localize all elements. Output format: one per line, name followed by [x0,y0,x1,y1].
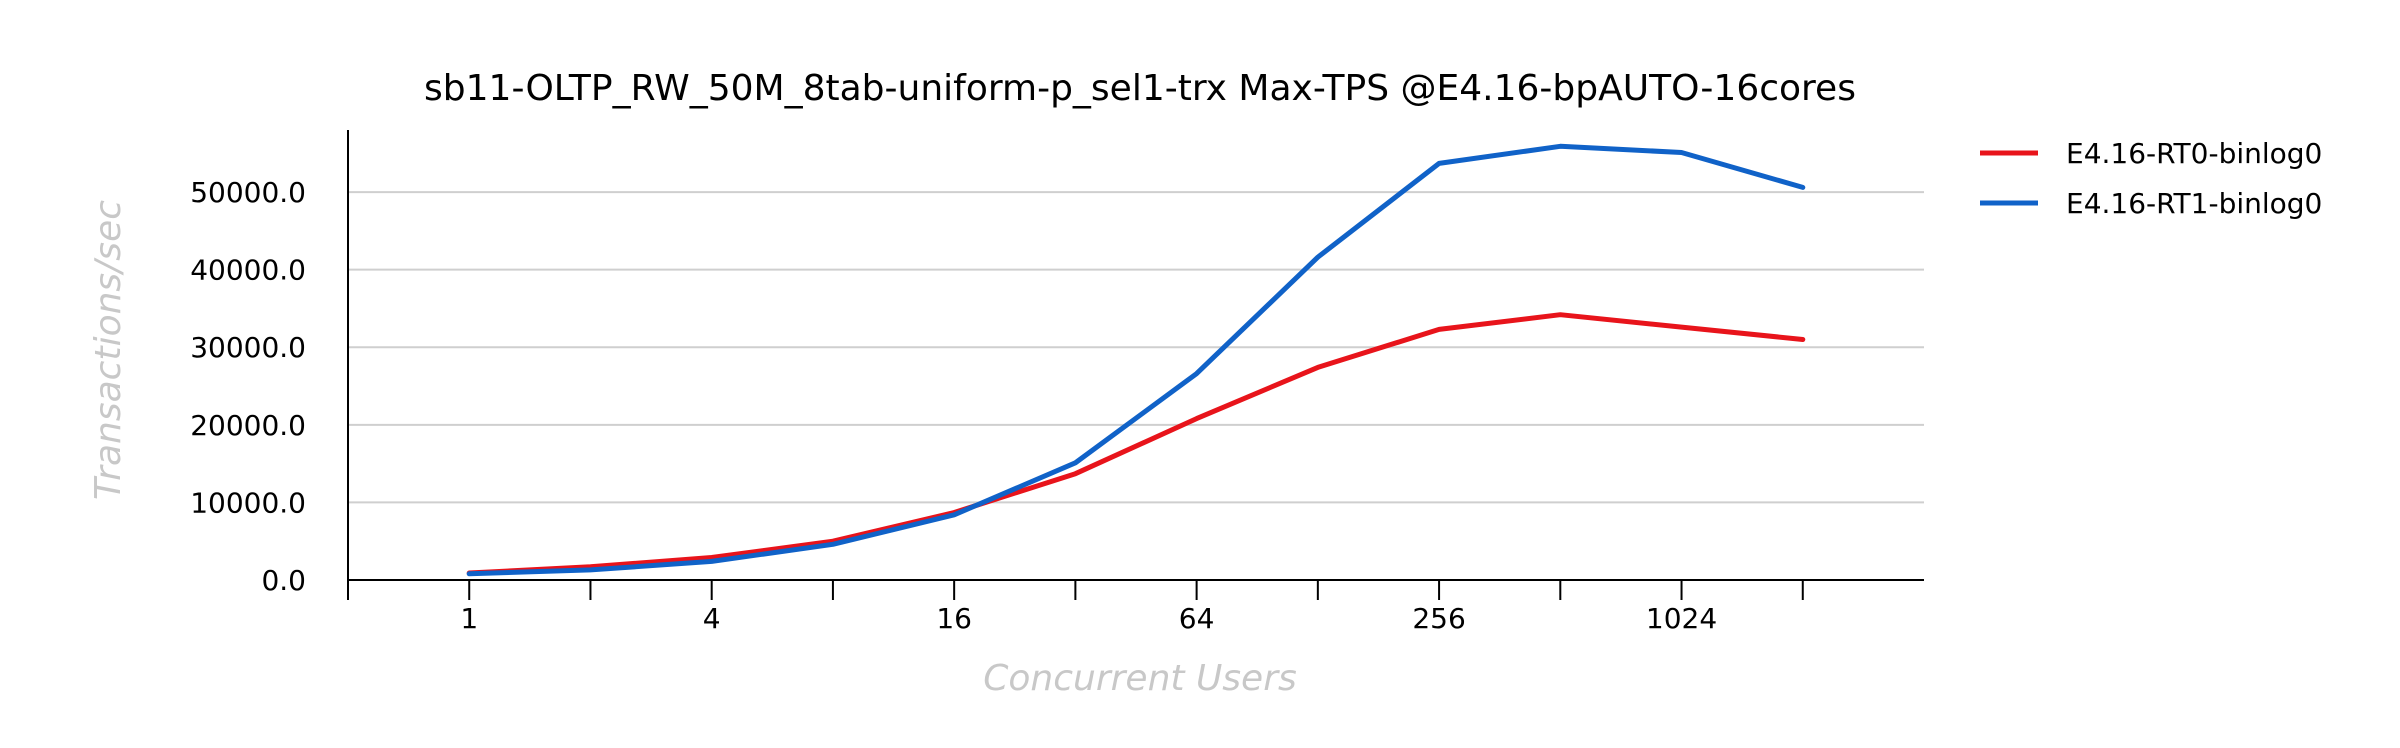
x-tick-label: 256 [1412,602,1465,635]
x-axis-title: Concurrent Users [983,658,1297,699]
x-tick-label: 1 [460,602,478,635]
legend: E4.16-RT0-binlog0 E4.16-RT1-binlog0 [1980,137,2322,220]
legend-label-2: E4.16-RT1-binlog0 [2066,187,2322,220]
y-tick-label: 20000.0 [190,409,306,442]
y-tick-label: 30000.0 [190,331,306,364]
axis-layer: 0.0 10000.0 20000.0 30000.0 40000.0 50000.0 1 4… [190,130,1924,635]
x-tick-label: 4 [703,602,721,635]
y-axis-title: Transactions/sec [88,200,129,500]
x-tick-label: 16 [936,602,972,635]
series-line-2 [466,143,1806,577]
x-tick-label: 64 [1179,602,1215,635]
series-line-1 [466,312,1806,576]
x-tick-label: 1024 [1646,602,1717,635]
y-tick-label: 50000.0 [190,176,306,209]
y-tick-label: 10000.0 [190,486,306,519]
grid-layer [348,191,1924,504]
y-tick-label: 0.0 [261,564,306,597]
chart-title: sb11-OLTP_RW_50M_8tab-uniform-p_sel1-trx… [424,68,1856,109]
series-layer [466,143,1806,577]
legend-label-1: E4.16-RT0-binlog0 [2066,137,2322,170]
y-tick-label: 40000.0 [190,254,306,287]
